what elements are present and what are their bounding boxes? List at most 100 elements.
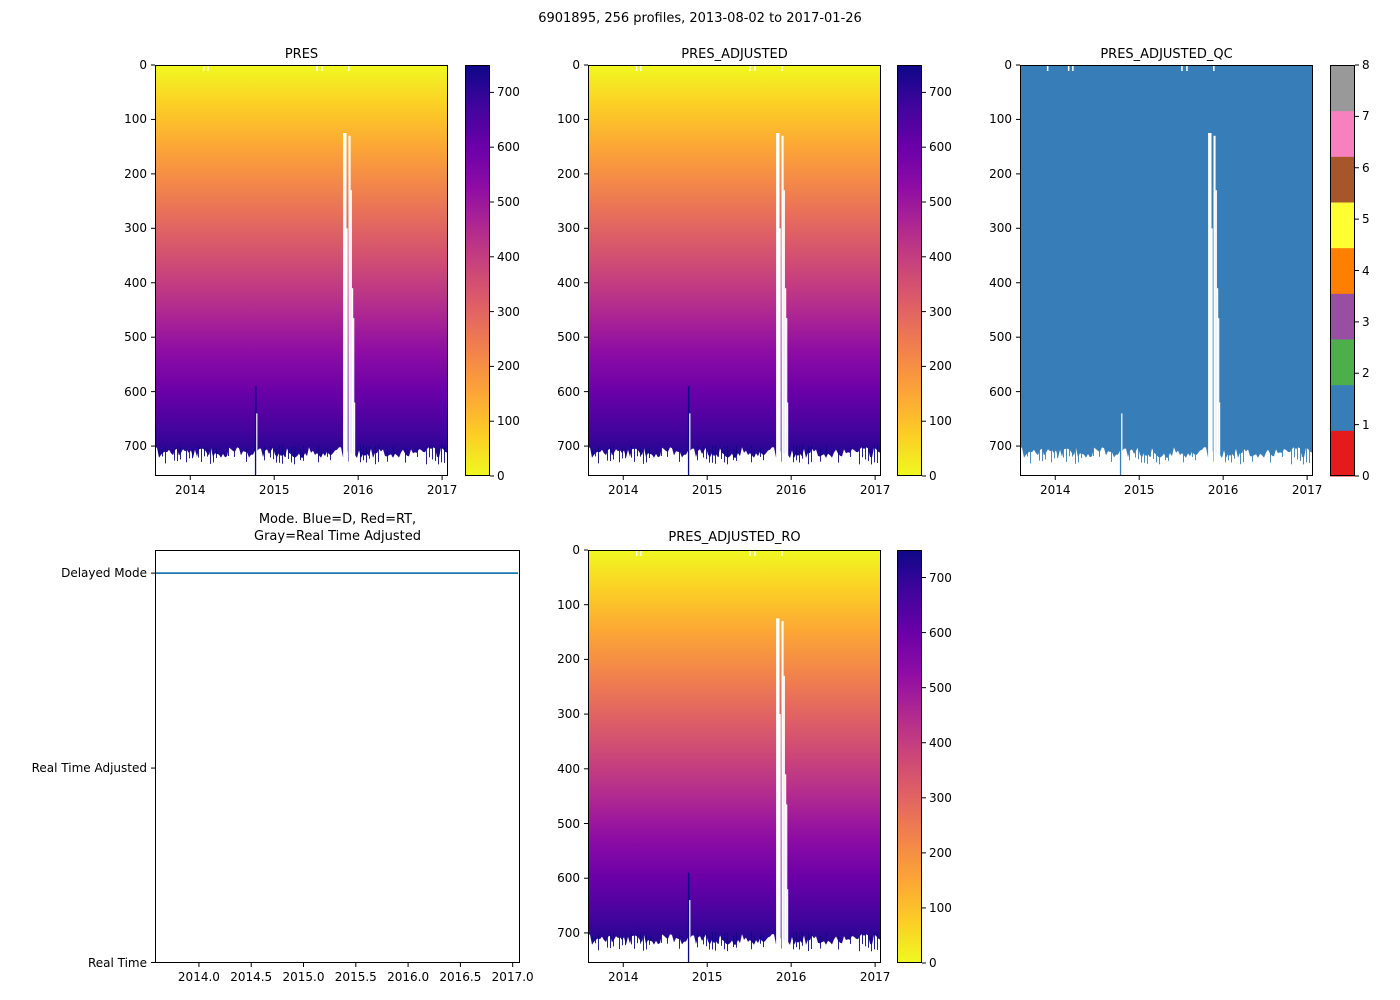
tick-label: 200 (124, 166, 147, 181)
tick-label: 700 (929, 570, 952, 585)
tick-label: 2016 (775, 970, 807, 984)
tick-label: 2017 (426, 483, 458, 497)
tick-label: 8 (1362, 58, 1370, 72)
tick-label: 5 (1362, 212, 1370, 227)
tick-label: 2 (1362, 366, 1370, 381)
tick-label: 500 (124, 330, 147, 345)
tick-label: 500 (557, 330, 580, 345)
tick-label: 200 (989, 166, 1012, 181)
tick-label: 600 (929, 625, 952, 640)
tick-label: 700 (124, 439, 147, 454)
tick-label: 300 (497, 304, 520, 319)
tick-label: 2015.0 (282, 970, 325, 984)
tick-label: 500 (929, 680, 952, 695)
plot-pres-adjusted-ro: 2014 2015 2016 2017 0 100 200 300 400 500 600 700 (557, 543, 890, 984)
plot-title-mode-line2: Gray=Real Time Adjusted (254, 529, 421, 544)
tick-label: 400 (557, 761, 580, 776)
tick-label: 200 (497, 359, 520, 374)
tick-label: 2016.0 (387, 970, 430, 984)
tick-label: 6 (1362, 160, 1370, 175)
tick-label: 100 (497, 414, 520, 429)
tick-label: 4 (1362, 263, 1370, 278)
plot-title-pres-adjusted-ro: PRES_ADJUSTED_RO (668, 530, 801, 545)
tick-label: 500 (989, 330, 1012, 345)
tick-label: 2017 (859, 483, 891, 497)
tick-label: 2014 (607, 970, 639, 984)
tick-label: 0 (139, 58, 147, 72)
plot-title-mode-line1: Mode. Blue=D, Red=RT, (258, 512, 417, 527)
tick-label: 400 (557, 275, 580, 290)
plot-title-pres-adjusted: PRES_ADJUSTED (681, 47, 788, 62)
tick-label: 100 (929, 414, 952, 429)
tick-label: 2017 (1291, 483, 1323, 497)
tick-label: 600 (989, 384, 1012, 399)
tick-label: 300 (929, 304, 952, 319)
plot-title-pres: PRES (284, 47, 319, 62)
tick-label: 400 (929, 735, 952, 750)
tick-label: 400 (989, 275, 1012, 290)
tick-label: 200 (929, 359, 952, 374)
plot-pres-adjusted: 2014 2015 2016 2017 0 100 200 300 400 500 600 700 (557, 58, 890, 497)
tick-label: 600 (557, 384, 580, 399)
tick-label: 400 (124, 275, 147, 290)
plot-pres-adjusted-qc: 2014 2015 2016 2017 0 100 200 300 400 500 600 700 (989, 58, 1322, 497)
tick-label: 100 (124, 112, 147, 127)
tick-label: 200 (929, 845, 952, 860)
tick-label: 2014 (1039, 483, 1071, 497)
figure-title: 6901895, 256 profiles, 2013-08-02 to 201… (538, 11, 862, 26)
tick-label: 2017 (859, 970, 891, 984)
tick-label: 2015 (1123, 483, 1155, 497)
tick-label: 300 (557, 707, 580, 722)
plot-mode: 2014.0 2014.5 2015.0 2015.5 2016.0 2016.5 2017… (32, 550, 534, 984)
plot-title-pres-adjusted-qc: PRES_ADJUSTED_QC (1100, 47, 1233, 62)
tick-label: 500 (557, 816, 580, 831)
tick-label: 2017.0 (491, 970, 534, 984)
tick-label: 500 (497, 195, 520, 209)
tick-label: 100 (557, 112, 580, 127)
tick-label: 0 (929, 469, 937, 483)
tick-label: 7 (1362, 109, 1370, 124)
tick-label: 400 (929, 249, 952, 264)
tick-label: 200 (557, 166, 580, 181)
colorbar-pres-adjusted-qc: 0 1 2 3 4 5 6 7 8 (1330, 58, 1370, 483)
tick-label: 0 (572, 58, 580, 72)
tick-label: 2016 (342, 483, 374, 497)
tick-label: 700 (557, 925, 580, 940)
tick-label: 2015 (691, 483, 723, 497)
tick-label: 700 (929, 85, 952, 100)
plot-pres: 2014 2015 2016 2017 0 100 200 300 400 500 600 700 (124, 58, 457, 497)
tick-label: 1 (1362, 417, 1370, 432)
tick-label: 100 (929, 900, 952, 915)
tick-label: 600 (124, 384, 147, 399)
tick-label: 0 (1362, 469, 1370, 483)
tick-label: 2016 (1207, 483, 1239, 497)
tick-label: 200 (557, 652, 580, 667)
tick-label: 600 (557, 871, 580, 886)
tick-label: 700 (989, 439, 1012, 454)
tick-label: 300 (124, 221, 147, 236)
tick-label: 100 (989, 112, 1012, 127)
tick-label: 2014.5 (230, 970, 273, 984)
tick-label: 2014.0 (177, 970, 220, 984)
tick-label: 500 (929, 195, 952, 209)
tick-label: 2016 (775, 483, 807, 497)
tick-label: 3 (1362, 314, 1370, 329)
tick-label: 0 (929, 956, 937, 970)
tick-label: 100 (557, 597, 580, 612)
colorbar-pres-adjusted: 0 100 200 300 400 500 600 700 (897, 65, 952, 483)
plot-title-mode: Mode. Blue=D, Red=RT, Gray=Real Time Adj… (155, 511, 520, 545)
tick-label: 2014 (607, 483, 639, 497)
tick-label: 0 (497, 469, 505, 483)
tick-label: 2015 (691, 970, 723, 984)
colorbar-pres-adjusted-ro: 0 100 200 300 400 500 600 700 (897, 550, 952, 970)
tick-label: 600 (929, 140, 952, 155)
tick-label: 300 (929, 790, 952, 805)
tick-label: Delayed Mode (61, 566, 147, 581)
tick-label: 2015.5 (334, 970, 377, 984)
tick-label: 600 (497, 140, 520, 155)
tick-label: 700 (557, 439, 580, 454)
tick-label: 0 (1004, 58, 1012, 72)
tick-label: 300 (557, 221, 580, 236)
tick-label: 2015 (258, 483, 290, 497)
